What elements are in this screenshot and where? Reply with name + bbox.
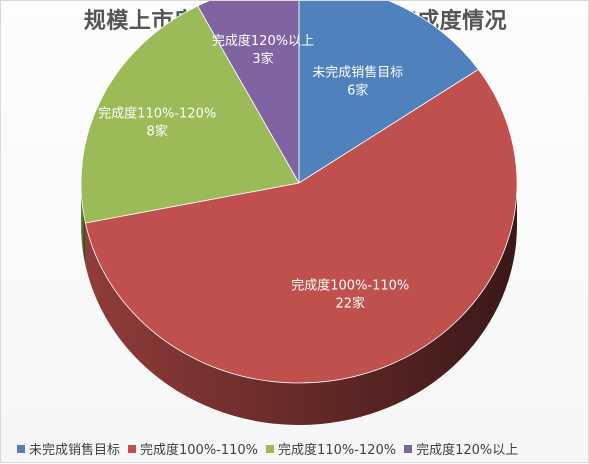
pie-slice-side-1	[85, 183, 517, 426]
slice-label-3: 完成度120%以上	[212, 33, 314, 49]
legend: 未完成销售目标 完成度100%-110% 完成度110%-120% 完成度120%以上	[17, 439, 587, 458]
legend-swatch-3	[404, 444, 413, 453]
slice-label-2: 完成度110%-120%	[98, 105, 216, 121]
legend-label-1: 完成度100%-110%	[140, 443, 259, 458]
legend-item-0: 未完成销售目标	[17, 439, 120, 458]
slice-label-0: 未完成销售目标	[312, 64, 403, 80]
slice-value-label-3: 3家	[252, 51, 273, 67]
slice-value-label-1: 22家	[335, 295, 365, 311]
slice-value-label-2: 8家	[147, 123, 168, 139]
pie-slice-2	[80, 5, 300, 224]
pie-slice-0	[298, 1, 479, 184]
legend-item-2: 完成度110%-120%	[266, 439, 396, 458]
pie-slice-1	[85, 68, 518, 384]
legend-swatch-1	[128, 444, 137, 453]
pie-slice-3	[197, 1, 300, 184]
legend-label-3: 完成度120%以上	[416, 443, 519, 458]
legend-item-1: 完成度100%-110%	[128, 439, 258, 458]
legend-item-3: 完成度120%以上	[404, 439, 518, 458]
slice-value-label-0: 6家	[347, 82, 368, 98]
legend-label-2: 完成度110%-120%	[278, 443, 397, 458]
legend-swatch-2	[266, 444, 275, 453]
legend-label-0: 未完成销售目标	[29, 443, 121, 458]
slice-label-1: 完成度100%-110%	[291, 277, 409, 293]
legend-swatch-0	[17, 444, 25, 453]
